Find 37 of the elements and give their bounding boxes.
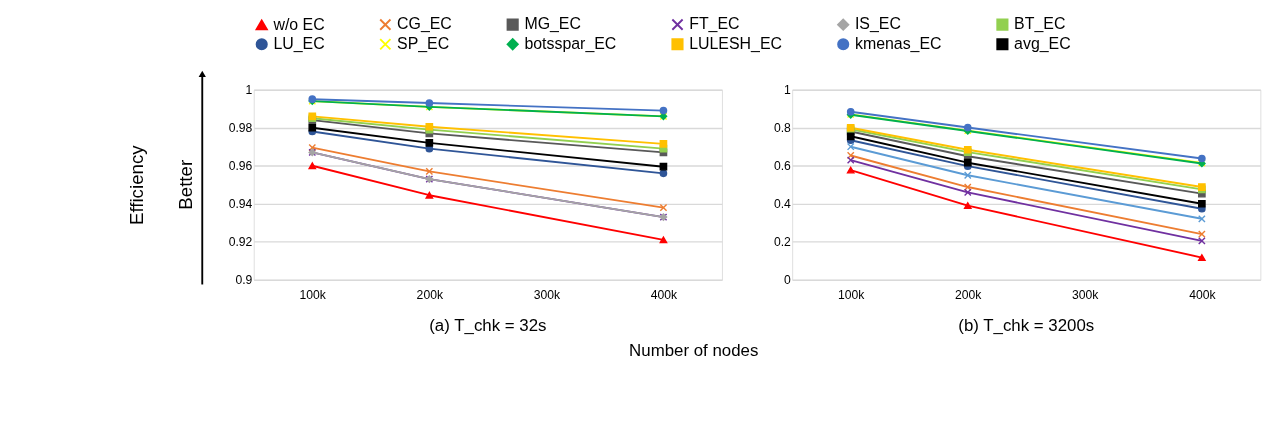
- y-tick-label: 1: [245, 82, 253, 97]
- y-tick-label: 0.4: [773, 196, 792, 211]
- legend-label: kmenas_EC: [854, 34, 942, 53]
- x-tick-label: 200k: [416, 287, 444, 302]
- legend-label: LU_EC: [273, 34, 325, 53]
- x-tick-label: 200k: [955, 287, 983, 302]
- legend-label: BT_EC: [1014, 15, 1066, 34]
- x-tick-label: 400k: [1189, 287, 1217, 302]
- x-tick-label: 400k: [650, 287, 678, 302]
- legend-label: w/o EC: [272, 15, 325, 33]
- y-axis-title: Efficiency: [125, 144, 147, 226]
- legend-label: avg_EC: [1014, 34, 1071, 53]
- x-tick-label: 100k: [299, 287, 327, 302]
- x-tick-label: 300k: [1072, 287, 1100, 302]
- y-tick-label: 0: [784, 273, 792, 288]
- legend-label: SP_EC: [397, 34, 450, 53]
- y-tick-label: 1: [784, 82, 792, 97]
- y-tick-label: 0.8: [773, 120, 792, 135]
- y-tick-label: 0.94: [228, 196, 253, 211]
- legend-label: MG_EC: [524, 15, 581, 34]
- text: Better: [174, 159, 196, 210]
- y-tick-label: 0.6: [773, 158, 792, 173]
- y-tick-label: 0.92: [228, 234, 253, 249]
- y-tick-label: 0.98: [228, 120, 253, 135]
- legend-label: CG_EC: [397, 15, 452, 34]
- legend-label: IS_EC: [854, 15, 901, 34]
- legend-label: LULESH_EC: [689, 34, 783, 53]
- y-tick-label: 0.2: [773, 234, 792, 249]
- y-tick-label: 0.96: [228, 158, 253, 173]
- x-tick-label: 100k: [837, 287, 866, 302]
- x-tick-label: 300k: [533, 287, 561, 302]
- legend-label: botsspar_EC: [524, 34, 617, 53]
- legend-label: FT_EC: [689, 15, 740, 34]
- text: (b) T_chk = 3200s: [958, 316, 1095, 336]
- y-tick-label: 0.9: [235, 273, 253, 288]
- text: (a) T_chk = 32s: [429, 316, 547, 336]
- x-axis-title: Number of nodes: [629, 341, 759, 361]
